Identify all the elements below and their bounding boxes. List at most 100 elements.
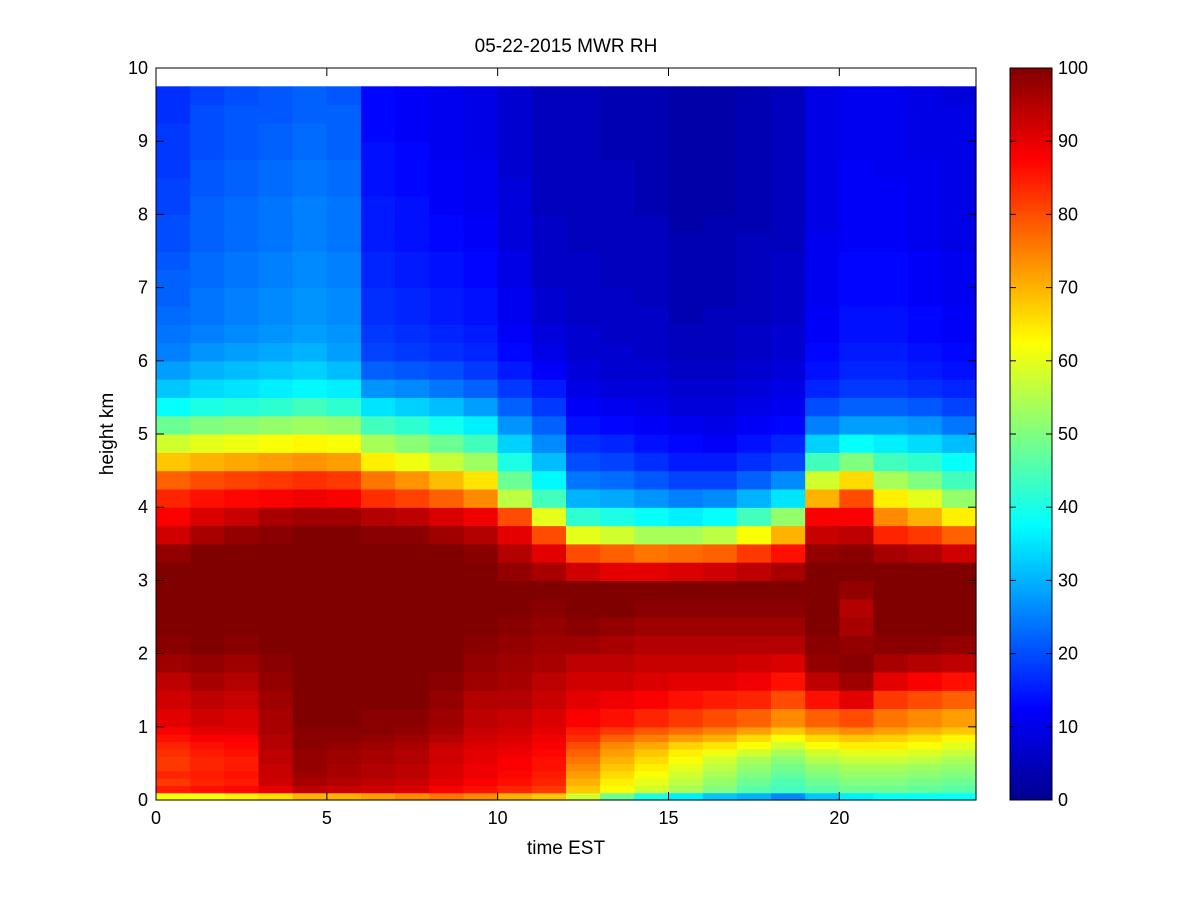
heatmap-cell — [531, 756, 567, 764]
heatmap-cell — [463, 196, 499, 215]
heatmap-cell — [566, 653, 601, 673]
heatmap-cell — [634, 507, 670, 527]
heatmap-cell — [463, 770, 499, 779]
heatmap-cell — [702, 232, 738, 252]
heatmap-cell — [463, 86, 499, 106]
heatmap-cell — [258, 748, 294, 757]
heatmap-cell — [600, 287, 635, 307]
heatmap-cell — [600, 360, 635, 380]
heatmap-cell — [668, 324, 704, 344]
heatmap-cell — [361, 726, 396, 735]
heatmap-cell — [771, 86, 806, 106]
heatmap-cell — [531, 214, 567, 234]
heatmap-cell — [395, 415, 430, 435]
heatmap-cell — [326, 543, 362, 563]
heatmap-cell — [668, 379, 704, 398]
heatmap-cell — [600, 763, 635, 772]
heatmap-cell — [941, 104, 977, 124]
heatmap-cell — [292, 598, 328, 618]
heatmap-cell — [668, 562, 704, 581]
heatmap-cell — [702, 397, 738, 417]
heatmap-cell — [156, 122, 191, 142]
heatmap-cell — [805, 756, 840, 764]
heatmap-cell — [258, 598, 294, 618]
heatmap-cell — [668, 86, 704, 106]
heatmap-cell — [361, 214, 396, 234]
heatmap-cell — [668, 251, 704, 270]
heatmap-cell — [566, 726, 601, 735]
heatmap-cell — [907, 415, 943, 435]
heatmap-cell — [497, 269, 533, 289]
heatmap-cell — [497, 104, 533, 124]
heatmap-cell — [156, 305, 191, 325]
heatmap-cell — [463, 741, 499, 750]
heatmap-cell — [805, 287, 840, 307]
heatmap-cell — [156, 763, 191, 772]
heatmap-cell — [429, 525, 465, 545]
heatmap-cell — [497, 653, 533, 673]
heatmap-cell — [600, 379, 635, 398]
heatmap-cell — [190, 434, 225, 453]
heatmap-cell — [190, 763, 225, 772]
heatmap-cell — [531, 342, 567, 362]
heatmap-cell — [941, 470, 977, 490]
heatmap-cell — [258, 778, 294, 786]
heatmap-cell — [531, 653, 567, 673]
heatmap-cell — [292, 562, 328, 581]
heatmap-cell — [224, 379, 260, 398]
heatmap-cell — [907, 159, 943, 179]
heatmap-cell — [395, 214, 430, 234]
heatmap-cell — [463, 232, 499, 252]
heatmap-cell — [566, 434, 601, 453]
heatmap-cell — [429, 470, 465, 490]
heatmap-cell — [941, 671, 977, 691]
heatmap-cell — [634, 617, 670, 636]
heatmap-cell — [873, 360, 909, 380]
heatmap-cell — [224, 287, 260, 307]
heatmap-cell — [873, 251, 909, 270]
heatmap-cell — [600, 543, 635, 563]
heatmap-cell — [736, 756, 772, 764]
heatmap-cell — [395, 726, 430, 735]
heatmap-cell — [156, 104, 191, 124]
heatmap-cell — [941, 251, 977, 270]
chart-title: 05-22-2015 MWR RH — [475, 36, 658, 57]
heatmap-cell — [839, 770, 875, 779]
heatmap-cell — [190, 671, 225, 691]
heatmap-cell — [224, 488, 260, 508]
heatmap-cell — [361, 580, 396, 600]
heatmap-cell — [907, 653, 943, 673]
heatmap-cell — [805, 232, 840, 252]
heatmap-cell — [361, 525, 396, 545]
heatmap-cell — [771, 617, 806, 636]
heatmap-cell — [634, 748, 670, 757]
heatmap-cell — [224, 232, 260, 252]
heatmap-cell — [326, 598, 362, 618]
heatmap-cell — [531, 415, 567, 435]
heatmap-cell — [326, 770, 362, 779]
heatmap-cell — [395, 269, 430, 289]
heatmap-cell — [634, 690, 670, 710]
x-tick-label: 5 — [322, 808, 332, 828]
heatmap-cell — [907, 379, 943, 398]
heatmap-cell — [839, 305, 875, 325]
heatmap-cell — [429, 269, 465, 289]
heatmap-cell — [258, 708, 294, 728]
heatmap-cell — [702, 287, 738, 307]
heatmap-cell — [531, 580, 567, 600]
heatmap-cell — [258, 251, 294, 270]
heatmap-cell — [395, 778, 430, 786]
heatmap-cell — [497, 726, 533, 735]
heatmap-cell — [702, 598, 738, 618]
heatmap-cell — [326, 214, 362, 234]
heatmap-cell — [668, 397, 704, 417]
heatmap-cell — [292, 525, 328, 545]
colorbar-tick-label: 100 — [1058, 58, 1088, 78]
heatmap-cell — [805, 734, 840, 743]
heatmap-cell — [600, 635, 635, 655]
heatmap-cell — [292, 748, 328, 757]
heatmap-cell — [600, 324, 635, 344]
heatmap-cell — [258, 452, 294, 472]
x-axis: 0 5 10 15 20 — [151, 68, 849, 828]
colorbar — [1009, 67, 1053, 801]
